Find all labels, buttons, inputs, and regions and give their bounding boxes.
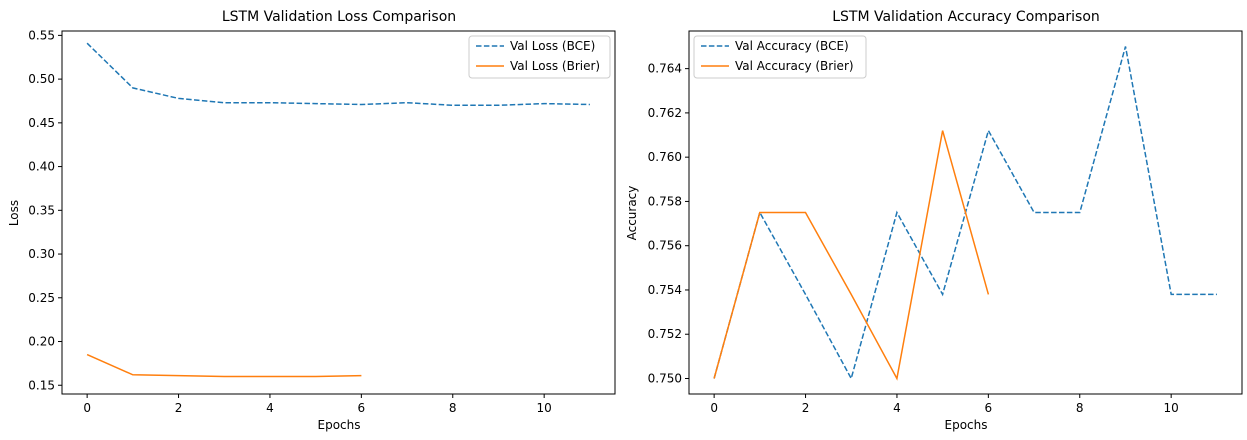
- loss-chart-xlabel: Epochs: [318, 418, 361, 432]
- loss-y-tick-label-2: 0.25: [28, 291, 55, 305]
- loss-chart: LSTM Validation Loss Comparison Epochs L…: [7, 9, 616, 432]
- loss-x-ticks: 0 2 4 6 8 10: [83, 394, 552, 415]
- accuracy-y-tick-label-4: 0.758: [648, 194, 682, 208]
- accuracy-x-ticks: 0 2 4 6 8 10: [710, 394, 1179, 415]
- loss-x-tick-label-2: 4: [266, 401, 274, 415]
- loss-legend: Val Loss (BCE) Val Loss (Brier): [468, 35, 611, 79]
- loss-legend-label-brier: Val Loss (Brier): [510, 59, 600, 73]
- loss-plot-frame: [61, 30, 616, 395]
- loss-y-tick-label-1: 0.20: [28, 335, 55, 349]
- accuracy-x-tick-label-3: 6: [985, 401, 993, 415]
- accuracy-y-tick-label-7: 0.764: [648, 62, 682, 76]
- accuracy-series-lines: [713, 46, 1217, 381]
- accuracy-x-tick-label-4: 8: [1076, 401, 1084, 415]
- loss-chart-ylabel: Loss: [7, 200, 21, 226]
- accuracy-y-ticks: 0.750 0.752 0.754 0.756 0.758 0.760 0.762 0.764: [648, 62, 689, 386]
- accuracy-chart-xlabel: Epochs: [945, 418, 988, 432]
- accuracy-legend-label-bce: Val Accuracy (BCE): [735, 39, 849, 53]
- loss-x-tick-label-4: 8: [449, 401, 457, 415]
- loss-x-tick-label-1: 2: [175, 401, 183, 415]
- loss-x-tick-label-3: 6: [358, 401, 366, 415]
- accuracy-x-tick-label-5: 10: [1164, 401, 1179, 415]
- loss-x-tick-label-5: 10: [537, 401, 552, 415]
- loss-y-tick-label-7: 0.50: [28, 72, 55, 86]
- accuracy-legend-label-brier: Val Accuracy (Brier): [735, 59, 854, 73]
- accuracy-legend: Val Accuracy (BCE) Val Accuracy (Brier): [693, 35, 867, 79]
- loss-y-tick-label-8: 0.55: [28, 28, 55, 42]
- accuracy-y-tick-label-5: 0.760: [648, 150, 682, 164]
- accuracy-y-tick-label-3: 0.756: [648, 239, 682, 253]
- loss-y-ticks: 0.15 0.20 0.25 0.30 0.35 0.40 0.45 0.50 0.55: [28, 28, 62, 392]
- loss-y-tick-label-3: 0.30: [28, 247, 55, 261]
- loss-legend-label-bce: Val Loss (BCE): [510, 39, 595, 53]
- accuracy-y-tick-label-1: 0.752: [648, 327, 682, 341]
- accuracy-x-tick-label-2: 4: [893, 401, 901, 415]
- accuracy-series-line-1: [713, 130, 990, 381]
- loss-x-tick-label-0: 0: [83, 401, 91, 415]
- accuracy-y-tick-label-2: 0.754: [648, 283, 682, 297]
- loss-chart-title: LSTM Validation Loss Comparison: [222, 9, 456, 25]
- loss-series-line-0: [86, 42, 590, 107]
- loss-series-line-1: [86, 353, 362, 378]
- loss-y-tick-label-6: 0.45: [28, 116, 55, 130]
- accuracy-x-tick-label-1: 2: [802, 401, 810, 415]
- accuracy-legend-box: [693, 35, 867, 79]
- loss-y-tick-label-0: 0.15: [28, 378, 55, 392]
- loss-series-lines: [86, 42, 590, 378]
- accuracy-y-tick-label-0: 0.750: [648, 372, 682, 386]
- accuracy-plot-frame: [688, 30, 1243, 395]
- loss-legend-box: [468, 35, 611, 79]
- accuracy-x-tick-label-0: 0: [710, 401, 718, 415]
- loss-y-tick-label-5: 0.40: [28, 160, 55, 174]
- accuracy-y-tick-label-6: 0.762: [648, 106, 682, 120]
- accuracy-chart-ylabel: Accuracy: [625, 186, 639, 241]
- loss-y-tick-label-4: 0.35: [28, 203, 55, 217]
- accuracy-chart-title: LSTM Validation Accuracy Comparison: [832, 9, 1100, 25]
- accuracy-chart: LSTM Validation Accuracy Comparison Epoc…: [625, 9, 1243, 432]
